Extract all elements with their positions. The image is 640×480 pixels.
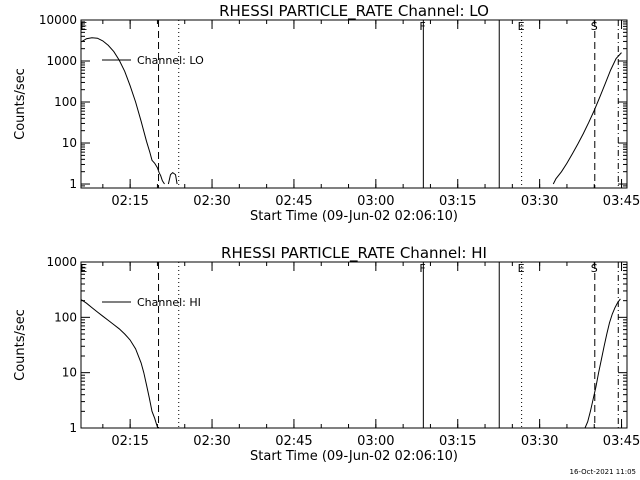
y-tick-label: 10 — [62, 366, 77, 380]
x-tick-label: 03:30 — [521, 194, 558, 209]
x-tick-label: 03:15 — [439, 194, 476, 209]
footer-timestamp: 16-Oct-2021 11:05 — [570, 468, 636, 476]
x-tick-label: 03:45 — [603, 434, 640, 449]
y-tick-label: 100 — [54, 310, 77, 324]
data-series-line — [80, 299, 159, 429]
x-tick-label: 02:15 — [111, 434, 148, 449]
x-tick-label: 03:30 — [521, 434, 558, 449]
event-marker-label: F — [419, 20, 425, 33]
y-tick-label: 1 — [69, 421, 77, 435]
legend-label: Channel: HI — [137, 296, 201, 309]
y-tick-label: 10000 — [39, 13, 77, 27]
x-axis-label: Start Time (09-Jun-02 02:06:10) — [250, 209, 458, 224]
y-tick-label: 1000 — [46, 255, 77, 269]
x-tick-label: 03:15 — [439, 434, 476, 449]
y-tick-label: 10 — [62, 136, 77, 150]
chart-title: RHESSI PARTICLE_RATE Channel: HI — [221, 244, 487, 263]
x-tick-label: 03:45 — [603, 194, 640, 209]
event-marker-label: S — [591, 20, 598, 33]
event-marker-label: E — [80, 262, 87, 275]
y-axis-label: Counts/sec — [13, 68, 28, 140]
x-axis-label: Start Time (09-Jun-02 02:06:10) — [250, 449, 458, 464]
y-tick-label: 1000 — [46, 54, 77, 68]
data-series-line — [80, 37, 165, 185]
event-marker-label: E — [80, 20, 87, 33]
x-tick-label: 02:15 — [111, 194, 148, 209]
x-tick-label: 02:45 — [275, 434, 312, 449]
chart-title: RHESSI PARTICLE_RATE Channel: LO — [219, 2, 489, 21]
panel-hi-channel: RHESSI PARTICLE_RATE Channel: HI 1 10 100 10… — [13, 244, 640, 464]
plot-frame — [80, 261, 628, 429]
event-marker-label: F — [419, 262, 425, 275]
x-tick-label: 02:30 — [193, 434, 230, 449]
event-marker-label: E — [518, 20, 525, 33]
panel-lo-channel: RHESSI PARTICLE_RATE Channel: LO 1 10 100 10… — [13, 2, 640, 224]
x-tick-label: 03:00 — [357, 194, 394, 209]
x-tick-label: 02:30 — [193, 194, 230, 209]
x-tick-label: 03:00 — [357, 434, 394, 449]
data-series-line — [552, 52, 622, 185]
x-tick-label: 02:45 — [275, 194, 312, 209]
y-axis-label: Counts/sec — [13, 309, 28, 381]
y-tick-label: 100 — [54, 95, 77, 109]
event-marker-label: S — [591, 262, 598, 275]
event-marker-label: E — [518, 262, 525, 275]
legend-label: Channel: LO — [137, 54, 204, 67]
y-tick-label: 1 — [69, 177, 77, 191]
data-series-line — [167, 171, 178, 185]
plot-frame — [80, 19, 628, 189]
data-series-line — [584, 298, 621, 429]
